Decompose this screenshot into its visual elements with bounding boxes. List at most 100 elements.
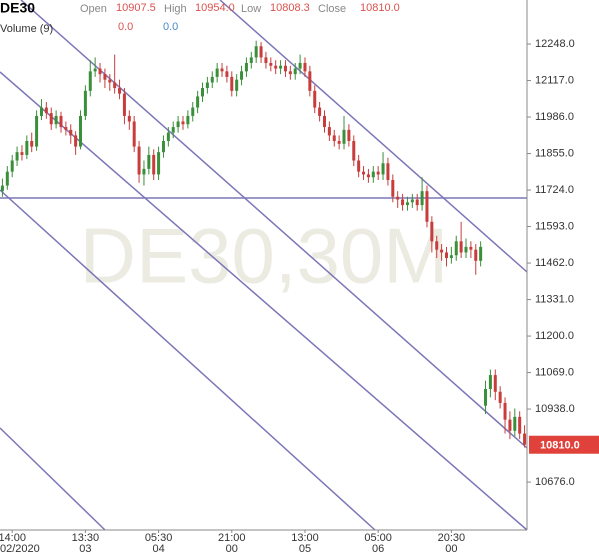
candle-body bbox=[430, 221, 434, 242]
candle-body bbox=[440, 249, 444, 253]
candle-body bbox=[171, 127, 175, 133]
candle-body bbox=[191, 107, 195, 116]
candle-body bbox=[337, 140, 341, 144]
candle-body bbox=[410, 199, 414, 203]
candle-body bbox=[103, 74, 107, 80]
candle-body bbox=[420, 191, 424, 206]
candle-body bbox=[201, 88, 205, 97]
candle-body bbox=[210, 76, 214, 83]
candle-body bbox=[15, 152, 19, 161]
candle-body bbox=[157, 152, 161, 175]
candle-body bbox=[425, 191, 429, 222]
candle-body bbox=[488, 375, 492, 390]
candle-body bbox=[176, 121, 180, 128]
candle-body bbox=[196, 96, 200, 108]
candle-body bbox=[298, 62, 302, 69]
candle-body bbox=[74, 135, 78, 147]
candle-body bbox=[454, 241, 458, 256]
y-tick-label: 10676.0 bbox=[535, 476, 575, 488]
candle-body bbox=[108, 79, 112, 83]
x-date-label: 04 bbox=[152, 543, 164, 555]
candle-body bbox=[118, 88, 122, 94]
y-tick-label: 12117.0 bbox=[535, 74, 574, 86]
candle-body bbox=[318, 107, 322, 116]
watermark: DE30,30M bbox=[80, 212, 449, 300]
y-tick-label: 11331.0 bbox=[535, 293, 574, 305]
candle-body bbox=[205, 82, 209, 89]
candle-body bbox=[391, 180, 395, 197]
candle-body bbox=[132, 121, 136, 147]
y-tick-label: 11200.0 bbox=[535, 330, 574, 342]
candle-body bbox=[249, 57, 253, 63]
candle-body bbox=[376, 171, 380, 175]
x-date-label: 00 bbox=[226, 543, 238, 555]
x-date-label: 03 bbox=[79, 543, 91, 555]
x-tick-label: 14:00 bbox=[0, 532, 26, 544]
candle-body bbox=[303, 62, 307, 72]
high-label: High bbox=[164, 3, 187, 15]
candle-body bbox=[484, 389, 488, 406]
y-tick-label: 10938.0 bbox=[535, 403, 575, 415]
last-price-tag bbox=[529, 435, 599, 454]
candle-body bbox=[362, 171, 366, 175]
candle-body bbox=[352, 140, 356, 161]
candle-body bbox=[459, 241, 463, 253]
x-tick-label: 05:30 bbox=[145, 532, 173, 544]
candle-body bbox=[220, 68, 224, 72]
candle-body bbox=[186, 115, 190, 125]
candle-body bbox=[69, 129, 73, 136]
x-tick-label: 13:00 bbox=[291, 532, 319, 544]
x-tick-label: 13:30 bbox=[72, 532, 100, 544]
open-label: Open bbox=[80, 3, 107, 15]
candle-body bbox=[293, 68, 297, 75]
candle-body bbox=[5, 171, 9, 186]
candle-body bbox=[20, 152, 24, 155]
candle-body bbox=[444, 252, 448, 259]
y-tick-label: 12248.0 bbox=[535, 38, 575, 50]
y-tick-label: 11593.0 bbox=[535, 220, 574, 232]
candle-body bbox=[122, 93, 126, 116]
candle-body bbox=[79, 115, 83, 147]
candle-body bbox=[469, 246, 473, 250]
candle-body bbox=[523, 433, 527, 445]
candle-body bbox=[142, 168, 146, 175]
candle-body bbox=[401, 199, 405, 206]
y-tick-label: 11855.0 bbox=[535, 147, 574, 159]
candle-body bbox=[322, 115, 326, 128]
candle-body bbox=[49, 113, 53, 125]
candle-body bbox=[474, 249, 478, 261]
candle-body bbox=[147, 154, 151, 169]
candle-body bbox=[274, 65, 278, 69]
candle-body bbox=[30, 140, 34, 147]
candle-body bbox=[342, 129, 346, 144]
candle-body bbox=[464, 246, 468, 253]
candle-body bbox=[113, 82, 117, 89]
volume-value: 0.0 bbox=[118, 21, 133, 33]
candle-body bbox=[479, 246, 483, 261]
candle-body bbox=[283, 65, 287, 72]
candle-body bbox=[405, 202, 409, 206]
candle-body bbox=[240, 71, 244, 80]
candle-body bbox=[386, 163, 390, 181]
candle-body bbox=[25, 140, 29, 155]
volume-label: Volume (9) bbox=[0, 23, 53, 35]
candle-body bbox=[244, 62, 248, 72]
trend-line bbox=[219, 0, 528, 273]
candle-body bbox=[332, 135, 336, 141]
x-date-label: 03/02/2020 bbox=[0, 543, 40, 555]
candle-body bbox=[54, 115, 58, 125]
candle-body bbox=[449, 255, 453, 259]
trend-line bbox=[0, 71, 528, 531]
x-tick-label: 20:30 bbox=[438, 532, 466, 544]
candle-body bbox=[288, 71, 292, 75]
candle-body bbox=[327, 127, 331, 136]
candle-body bbox=[235, 79, 239, 91]
candle-body bbox=[357, 160, 361, 172]
candle-body bbox=[35, 115, 39, 147]
candle-body bbox=[230, 76, 234, 91]
y-tick-label: 11724.0 bbox=[535, 184, 574, 196]
candle-body bbox=[508, 419, 512, 431]
candle-body bbox=[152, 154, 156, 175]
